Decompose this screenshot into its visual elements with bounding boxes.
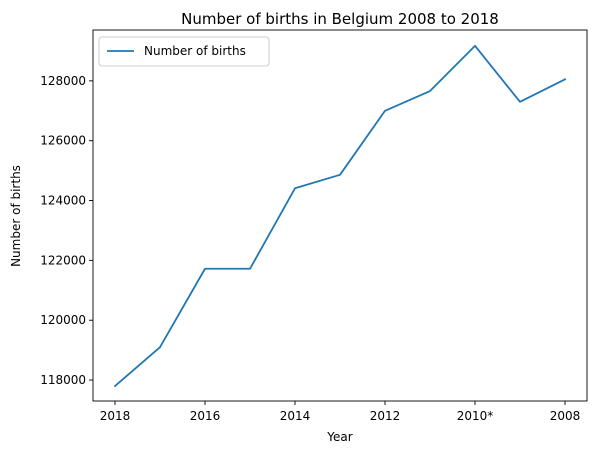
x-axis: 2018 2016 2014 2012 2010* 2008	[100, 401, 581, 423]
y-axis: 118000 120000 122000 124000 126000 128000	[40, 74, 93, 387]
x-tick-label: 2018	[100, 409, 131, 423]
y-tick-label: 120000	[40, 313, 86, 327]
y-tick-label: 128000	[40, 74, 86, 88]
x-tick-label: 2016	[190, 409, 221, 423]
legend: Number of births	[98, 36, 270, 67]
x-tick-label: 2014	[280, 409, 311, 423]
x-axis-label: Year	[326, 430, 352, 444]
y-tick-label: 126000	[40, 134, 86, 148]
y-tick-label: 122000	[40, 253, 86, 267]
x-tick-label: 2010*	[457, 409, 494, 423]
y-tick-label: 124000	[40, 194, 86, 208]
series-line	[113, 44, 567, 388]
series-layer	[113, 44, 567, 388]
x-tick-label: 2012	[370, 409, 401, 423]
legend-box	[98, 36, 270, 67]
x-tick-label: 2008	[550, 409, 581, 423]
legend-label: Number of births	[144, 44, 246, 58]
plot-area	[92, 29, 588, 402]
y-tick-label: 118000	[40, 373, 86, 387]
chart-title: Number of births in Belgium 2008 to 2018	[181, 10, 499, 28]
y-axis-label: Number of births	[9, 165, 23, 267]
